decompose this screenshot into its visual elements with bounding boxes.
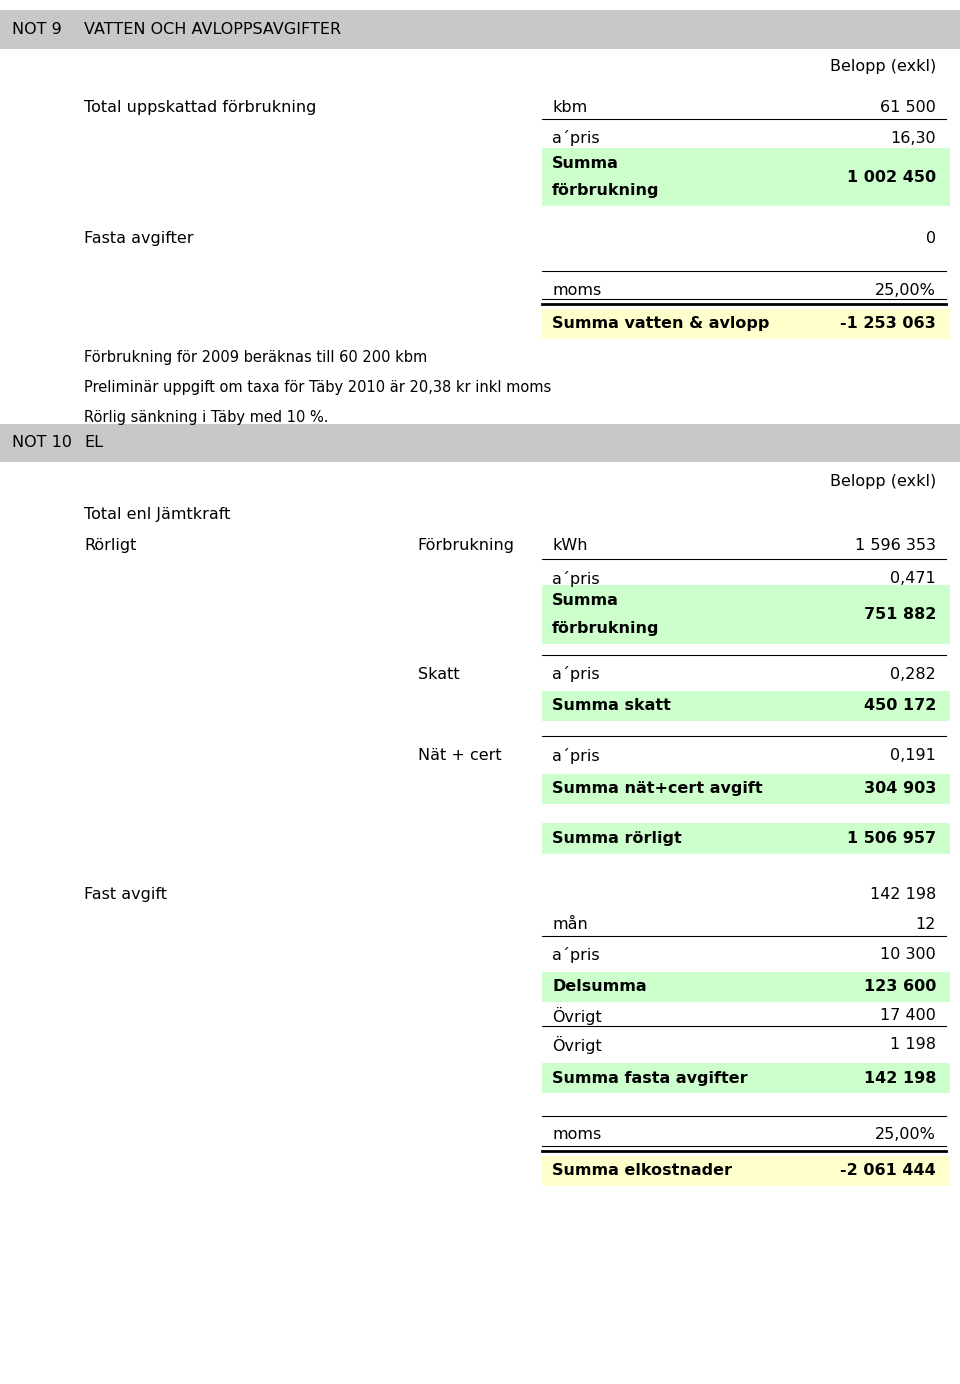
Text: Nät + cert: Nät + cert [418, 749, 501, 763]
Bar [542, 691, 950, 721]
Text: Förbrukning för 2009 beräknas till 60 200 kbm: Förbrukning för 2009 beräknas till 60 20… [84, 350, 428, 364]
Text: Förbrukning: Förbrukning [418, 538, 515, 552]
Text: Rörlig sänkning i Täby med 10 %.: Rörlig sänkning i Täby med 10 %. [84, 411, 329, 425]
Text: kbm: kbm [552, 101, 588, 115]
Text: Belopp (exkl): Belopp (exkl) [829, 60, 936, 73]
Text: Rörligt: Rörligt [84, 538, 137, 552]
Text: Total enl Jämtkraft: Total enl Jämtkraft [84, 508, 230, 522]
Text: EL: EL [84, 436, 104, 450]
Text: Fasta avgifter: Fasta avgifter [84, 231, 194, 245]
Text: -1 253 063: -1 253 063 [840, 317, 936, 331]
Text: 1 596 353: 1 596 353 [855, 538, 936, 552]
Text: Delsumma: Delsumma [552, 980, 647, 994]
Text: Skatt: Skatt [418, 667, 459, 681]
Text: Övrigt: Övrigt [552, 1006, 602, 1026]
Text: moms: moms [552, 1128, 601, 1142]
Text: 12: 12 [916, 918, 936, 931]
Text: Summa nät+cert avgift: Summa nät+cert avgift [552, 782, 762, 796]
Text: 61 500: 61 500 [880, 101, 936, 115]
Text: NOT 10: NOT 10 [12, 436, 71, 450]
Bar [542, 774, 950, 804]
Text: 1 198: 1 198 [890, 1038, 936, 1052]
Text: 0,471: 0,471 [890, 572, 936, 585]
Text: 123 600: 123 600 [864, 980, 936, 994]
Text: förbrukning: förbrukning [552, 184, 660, 198]
Text: Belopp (exkl): Belopp (exkl) [829, 475, 936, 489]
Text: Summa: Summa [552, 594, 619, 608]
Text: Summa fasta avgifter: Summa fasta avgifter [552, 1071, 748, 1085]
Text: 142 198: 142 198 [864, 1071, 936, 1085]
Text: Summa elkostnader: Summa elkostnader [552, 1164, 732, 1178]
Text: 17 400: 17 400 [880, 1009, 936, 1023]
Text: 0,191: 0,191 [890, 749, 936, 763]
Text: förbrukning: förbrukning [552, 621, 660, 635]
Text: a´pris: a´pris [552, 130, 600, 147]
Text: 10 300: 10 300 [880, 948, 936, 962]
Text: Övrigt: Övrigt [552, 1035, 602, 1055]
Bar [542, 823, 950, 854]
Text: 0,282: 0,282 [890, 667, 936, 681]
Bar [542, 1156, 950, 1186]
Text: moms: moms [552, 284, 601, 298]
Bar [542, 309, 950, 339]
Text: NOT 9: NOT 9 [12, 22, 61, 37]
Bar [542, 1063, 950, 1093]
Bar [542, 585, 950, 644]
Text: 304 903: 304 903 [864, 782, 936, 796]
Text: Summa rörligt: Summa rörligt [552, 832, 682, 846]
Text: a´pris: a´pris [552, 666, 600, 682]
Text: a´pris: a´pris [552, 570, 600, 587]
Text: Summa vatten & avlopp: Summa vatten & avlopp [552, 317, 769, 331]
Text: a´pris: a´pris [552, 947, 600, 963]
Text: 450 172: 450 172 [864, 699, 936, 713]
Bar [542, 148, 950, 206]
Text: Total uppskattad förbrukning: Total uppskattad förbrukning [84, 101, 317, 115]
Text: a´pris: a´pris [552, 747, 600, 764]
Text: 1 506 957: 1 506 957 [847, 832, 936, 846]
Text: mån: mån [552, 918, 588, 931]
Text: 25,00%: 25,00% [876, 284, 936, 298]
Text: VATTEN OCH AVLOPPSAVGIFTER: VATTEN OCH AVLOPPSAVGIFTER [84, 22, 342, 37]
Text: 16,30: 16,30 [890, 131, 936, 145]
Bar [542, 972, 950, 1002]
Text: 1 002 450: 1 002 450 [847, 170, 936, 184]
Text: 25,00%: 25,00% [876, 1128, 936, 1142]
Text: 751 882: 751 882 [864, 608, 936, 621]
Text: -2 061 444: -2 061 444 [840, 1164, 936, 1178]
Text: 0: 0 [925, 231, 936, 245]
Text: Summa: Summa [552, 156, 619, 170]
Text: 142 198: 142 198 [870, 887, 936, 901]
Bar [0, 424, 960, 462]
Text: kWh: kWh [552, 538, 588, 552]
Text: Summa skatt: Summa skatt [552, 699, 671, 713]
Bar [0, 11, 960, 50]
Text: Fast avgift: Fast avgift [84, 887, 167, 901]
Text: Preliminär uppgift om taxa för Täby 2010 är 20,38 kr inkl moms: Preliminär uppgift om taxa för Täby 2010… [84, 381, 552, 394]
